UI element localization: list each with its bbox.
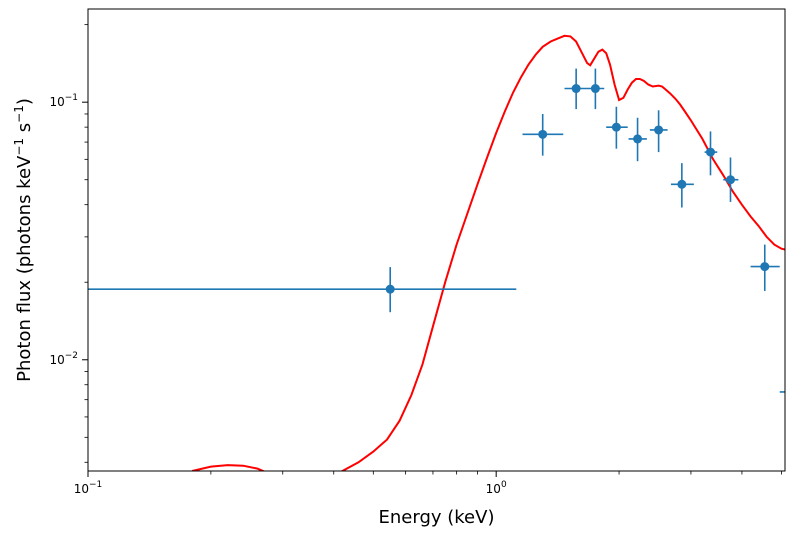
data-point — [670, 163, 694, 208]
point-marker — [571, 84, 581, 94]
data-point — [649, 110, 668, 153]
y-tick-label: 10−2 — [49, 351, 78, 367]
data-point — [704, 131, 718, 176]
point-marker — [385, 284, 395, 294]
point-marker — [538, 129, 548, 139]
data-point — [606, 106, 628, 149]
data-point — [564, 68, 587, 110]
y-axis-title: Photon flux (photons keV−1 s−1) — [12, 98, 35, 382]
data-point — [88, 267, 517, 313]
x-tick-label: 100 — [486, 480, 507, 496]
point-marker — [705, 147, 715, 157]
data-point — [750, 244, 780, 291]
data-point — [522, 113, 564, 156]
data-point — [586, 68, 605, 110]
y-tick-label: 10−1 — [49, 93, 78, 109]
data-point — [628, 117, 647, 162]
model-curve — [191, 34, 785, 471]
point-marker — [725, 175, 735, 185]
x-tick-label: 10−1 — [74, 480, 103, 496]
point-marker — [611, 122, 621, 132]
x-axis-title: Energy (keV) — [379, 507, 495, 528]
point-marker — [590, 84, 600, 94]
point-marker — [654, 125, 664, 135]
point-marker — [760, 262, 770, 272]
data-point — [723, 157, 739, 202]
plot-frame — [87, 8, 786, 472]
point-marker — [677, 179, 687, 189]
point-marker — [633, 134, 643, 144]
